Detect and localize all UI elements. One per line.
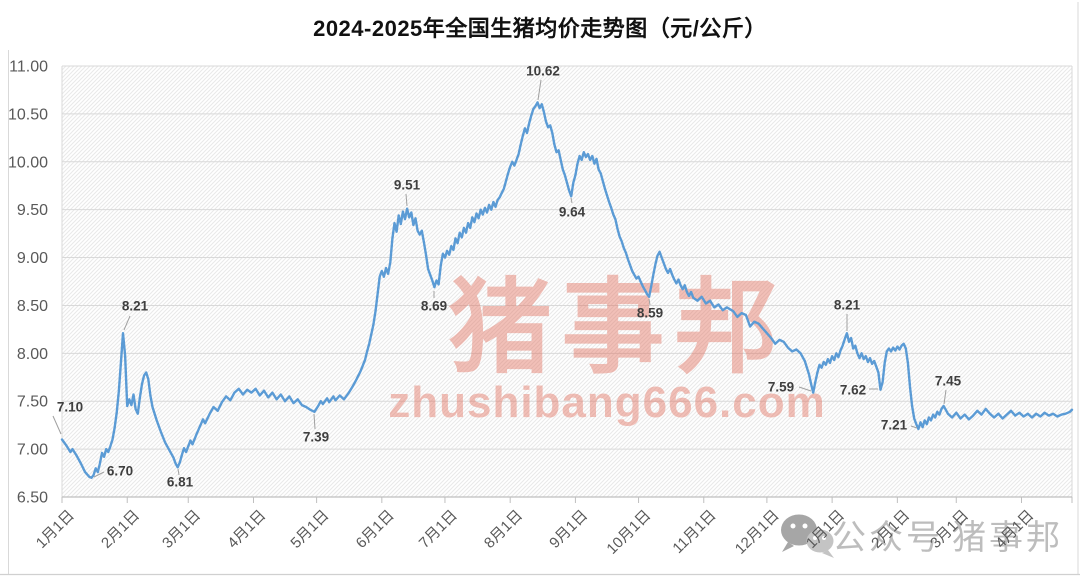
data-label: 8.69 (421, 299, 447, 314)
data-label: 8.59 (637, 306, 663, 321)
data-label: 9.64 (559, 205, 586, 220)
y-tick-label: 10.50 (8, 106, 48, 123)
data-label-leader (570, 197, 573, 204)
y-tick-label: 8.50 (17, 298, 48, 315)
y-tick-label: 11.00 (9, 59, 48, 76)
price-line (60, 101, 1074, 479)
data-label-leader (52, 415, 62, 435)
data-label: 7.39 (303, 430, 329, 445)
x-tick-label: 9月1日 (546, 507, 591, 552)
y-tick-label: 7.00 (17, 442, 48, 459)
x-tick-label: 3月1日 (159, 507, 204, 552)
y-tick-label: 9.00 (17, 250, 48, 267)
data-label: 7.62 (840, 383, 866, 398)
watermark: 猪事邦 zhushibang666.com (388, 270, 826, 427)
footer-account-name: 猪事邦 (952, 519, 1063, 557)
watermark-site: zhushibang666.com (388, 378, 826, 427)
x-tick-label: 12月1日 (732, 507, 783, 558)
data-label-leader (405, 193, 408, 207)
x-tick-label: 8月1日 (481, 507, 526, 552)
data-label: 7.45 (935, 374, 962, 389)
y-axis-labels: 6.50 7.00 7.50 8.00 8.50 9.00 9.50 10.00 10.50 11… (8, 59, 48, 507)
data-label-leader (798, 386, 812, 392)
data-label: 7.21 (881, 418, 908, 433)
data-labels: 7.10 6.70 8.21 6.81 7.39 9.51 8.69 10.62 9.64 8.5… (52, 64, 962, 490)
x-tick-label: 1月1日 (33, 507, 78, 552)
data-label-leader (93, 471, 105, 478)
data-label: 7.10 (57, 400, 83, 415)
x-tick-label: 7月1日 (416, 507, 461, 552)
data-label-leader (910, 425, 918, 429)
y-tick-label: 9.50 (17, 202, 48, 219)
data-label: 9.51 (394, 178, 421, 193)
data-label-leader (648, 298, 651, 306)
watermark-brand: 猪事邦 (449, 270, 788, 385)
footer-account-label: 公众号 (832, 519, 943, 557)
data-label-leader (123, 315, 131, 331)
footer-watermark: 公众号 猪事邦 (781, 514, 1063, 558)
data-label-leader (943, 389, 947, 405)
gridlines (61, 65, 1073, 497)
y-tick-label: 6.50 (17, 490, 48, 507)
price-line-group (60, 101, 1074, 479)
y-tick-label: 8.00 (17, 346, 48, 363)
x-tick-label: 4月1日 (224, 507, 269, 552)
chart-title: 2024-2025年全国生猪均价走势图（元/公斤） (313, 16, 767, 41)
data-label-leader (537, 79, 542, 101)
data-label-leader (313, 413, 316, 430)
data-label: 10.62 (526, 64, 560, 79)
plot-area (62, 66, 1072, 497)
data-label: 6.81 (167, 475, 194, 490)
data-label-leader (177, 468, 180, 476)
x-tick-label: 2月1日 (98, 507, 143, 552)
data-label: 8.21 (834, 298, 861, 313)
data-label: 6.70 (107, 464, 133, 479)
x-tick-label: 6月1日 (353, 507, 398, 552)
x-axis (61, 496, 1073, 503)
x-tick-label: 5月1日 (287, 507, 332, 552)
y-tick-label: 7.50 (17, 394, 48, 411)
y-tick-label: 10.00 (8, 154, 48, 171)
wechat-icon (781, 514, 834, 558)
data-label: 8.21 (122, 299, 149, 314)
x-tick-label: 11月1日 (669, 507, 719, 557)
data-label: 7.59 (768, 380, 794, 395)
x-tick-label: 10月1日 (603, 507, 654, 558)
